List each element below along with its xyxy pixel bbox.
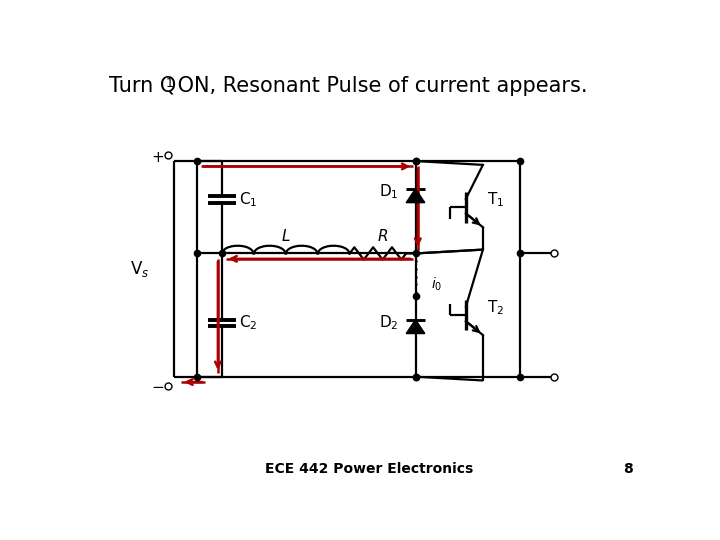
Text: D$_1$: D$_1$	[379, 183, 398, 201]
Polygon shape	[406, 320, 425, 334]
Text: T$_1$: T$_1$	[487, 190, 504, 209]
Text: ON, Resonant Pulse of current appears.: ON, Resonant Pulse of current appears.	[171, 76, 587, 96]
Text: 8: 8	[623, 462, 632, 476]
Text: Turn Q: Turn Q	[109, 76, 176, 96]
Text: +: +	[152, 150, 165, 165]
Text: ECE 442 Power Electronics: ECE 442 Power Electronics	[265, 462, 473, 476]
Text: L: L	[282, 229, 290, 244]
Polygon shape	[406, 189, 425, 202]
Text: C$_2$: C$_2$	[239, 313, 257, 332]
Text: C$_1$: C$_1$	[239, 190, 257, 209]
Text: D$_2$: D$_2$	[379, 313, 398, 332]
Text: 1: 1	[165, 77, 173, 90]
Text: R: R	[377, 229, 388, 244]
Text: i$_0$: i$_0$	[431, 275, 443, 293]
Text: T$_2$: T$_2$	[487, 298, 504, 316]
Text: V$_s$: V$_s$	[130, 259, 149, 279]
Text: −: −	[152, 380, 165, 395]
